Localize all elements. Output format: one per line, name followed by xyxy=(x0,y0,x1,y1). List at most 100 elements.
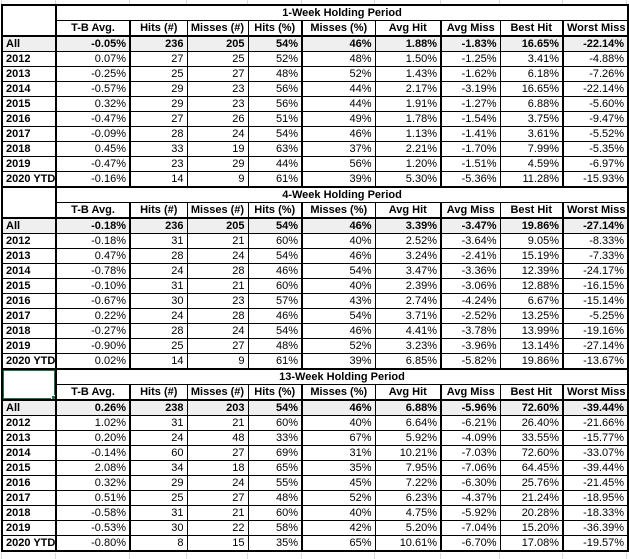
cell[interactable]: 60 xyxy=(129,445,188,461)
cell[interactable]: 9 xyxy=(186,353,249,370)
cell[interactable]: 69% xyxy=(247,445,303,461)
cell[interactable]: 15 xyxy=(186,535,249,552)
cell[interactable]: 33 xyxy=(129,141,188,157)
row-label[interactable]: 2015 xyxy=(1,96,57,112)
cell[interactable]: 23 xyxy=(186,293,249,309)
cell[interactable]: 5.20% xyxy=(374,520,442,536)
cell[interactable]: 11.28% xyxy=(499,171,564,188)
cell[interactable]: -3.36% xyxy=(440,263,501,279)
cell[interactable]: -0.18% xyxy=(55,217,131,234)
cell[interactable]: 2.17% xyxy=(374,81,442,97)
cell[interactable]: 3.41% xyxy=(499,51,564,67)
cell[interactable]: 48% xyxy=(301,51,376,67)
cell[interactable]: -21.45% xyxy=(562,475,629,491)
cell[interactable]: -39.44% xyxy=(562,399,629,416)
cell[interactable]: 20.28% xyxy=(499,505,564,521)
cell[interactable]: 3.24% xyxy=(374,248,442,264)
row-label[interactable]: 2019 xyxy=(1,520,57,536)
cell[interactable]: 21 xyxy=(186,505,249,521)
cell[interactable]: 31 xyxy=(129,278,188,294)
cell[interactable]: 9 xyxy=(186,171,249,188)
cell[interactable]: 14 xyxy=(129,353,188,370)
cell[interactable]: 5.30% xyxy=(374,171,442,188)
cell[interactable]: 25 xyxy=(186,51,249,67)
cell[interactable]: -3.47% xyxy=(440,217,501,234)
cell[interactable]: 44% xyxy=(247,156,303,172)
cell[interactable]: 205 xyxy=(186,35,249,52)
cell[interactable]: -6.21% xyxy=(440,415,501,431)
row-label[interactable]: 2018 xyxy=(1,505,57,521)
cell[interactable]: 24 xyxy=(129,430,188,446)
cell[interactable]: 12.39% xyxy=(499,263,564,279)
cell[interactable]: 8 xyxy=(129,535,188,552)
row-label[interactable]: 2012 xyxy=(1,415,57,431)
cell[interactable]: 23 xyxy=(186,96,249,112)
cell[interactable]: 7.95% xyxy=(374,460,442,476)
cell[interactable]: 52% xyxy=(301,490,376,506)
row-label[interactable]: 2017 xyxy=(1,490,57,506)
column-header[interactable]: Best Hit xyxy=(499,384,564,401)
cell[interactable]: -7.04% xyxy=(440,520,501,536)
cell[interactable]: 43% xyxy=(301,293,376,309)
column-header[interactable]: Hits (%) xyxy=(247,202,303,219)
cell[interactable]: 236 xyxy=(129,35,188,52)
cell[interactable]: 58% xyxy=(247,520,303,536)
cell[interactable]: 54% xyxy=(301,308,376,324)
column-header[interactable]: Misses (#) xyxy=(186,20,249,37)
cell[interactable]: 23 xyxy=(186,81,249,97)
cell[interactable]: -7.03% xyxy=(440,445,501,461)
cell[interactable]: 238 xyxy=(129,399,188,416)
column-header[interactable]: T-B Avg. xyxy=(55,20,131,37)
cell[interactable]: 46% xyxy=(301,217,376,234)
cell[interactable]: 3.39% xyxy=(374,217,442,234)
cell[interactable]: 52% xyxy=(301,66,376,82)
cell[interactable]: 13.14% xyxy=(499,338,564,354)
fill-handle[interactable] xyxy=(51,395,54,399)
cell[interactable]: -7.33% xyxy=(562,248,629,264)
cell[interactable]: -18.95% xyxy=(562,490,629,506)
cell[interactable]: -4.24% xyxy=(440,293,501,309)
cell[interactable]: 28 xyxy=(129,323,188,339)
cell[interactable]: 0.07% xyxy=(55,51,131,67)
cell[interactable]: 44% xyxy=(301,96,376,112)
cell[interactable]: 56% xyxy=(247,81,303,97)
cell[interactable]: 4.41% xyxy=(374,323,442,339)
cell[interactable]: -0.90% xyxy=(55,338,131,354)
column-header[interactable]: Worst Miss xyxy=(562,202,629,219)
cell[interactable]: 46% xyxy=(247,263,303,279)
cell[interactable]: 42% xyxy=(301,520,376,536)
cell[interactable]: 54% xyxy=(247,217,303,234)
cell[interactable]: 1.43% xyxy=(374,66,442,82)
cell[interactable]: 49% xyxy=(301,111,376,127)
cell[interactable]: -3.19% xyxy=(440,81,501,97)
cell[interactable]: 9.05% xyxy=(499,233,564,249)
cell[interactable]: -0.27% xyxy=(55,323,131,339)
cell[interactable]: 31% xyxy=(301,445,376,461)
cell[interactable]: -16.15% xyxy=(562,278,629,294)
row-label[interactable]: 2013 xyxy=(1,430,57,446)
cell[interactable]: 0.26% xyxy=(55,399,131,416)
cell[interactable]: 60% xyxy=(247,415,303,431)
corner-cell[interactable] xyxy=(1,4,57,37)
row-label[interactable]: All xyxy=(1,399,57,416)
section-title[interactable]: 4-Week Holding Period xyxy=(55,186,629,203)
column-header[interactable]: T-B Avg. xyxy=(55,202,131,219)
cell[interactable]: 15.19% xyxy=(499,248,564,264)
cell[interactable]: 2.52% xyxy=(374,233,442,249)
cell[interactable]: 4.75% xyxy=(374,505,442,521)
column-header[interactable]: Avg Hit xyxy=(374,20,442,37)
cell[interactable]: 0.32% xyxy=(55,96,131,112)
column-header[interactable]: Avg Hit xyxy=(374,202,442,219)
cell[interactable]: -13.67% xyxy=(562,353,629,370)
cell[interactable]: 24 xyxy=(186,126,249,142)
cell[interactable]: 31 xyxy=(129,505,188,521)
cell[interactable]: 24 xyxy=(129,308,188,324)
cell[interactable]: 28 xyxy=(186,263,249,279)
cell[interactable]: -4.88% xyxy=(562,51,629,67)
cell[interactable]: -5.36% xyxy=(440,171,501,188)
cell[interactable]: 31 xyxy=(129,415,188,431)
row-label[interactable]: 2018 xyxy=(1,323,57,339)
row-label[interactable]: 2015 xyxy=(1,460,57,476)
cell[interactable]: 6.85% xyxy=(374,353,442,370)
cell[interactable]: -15.77% xyxy=(562,430,629,446)
